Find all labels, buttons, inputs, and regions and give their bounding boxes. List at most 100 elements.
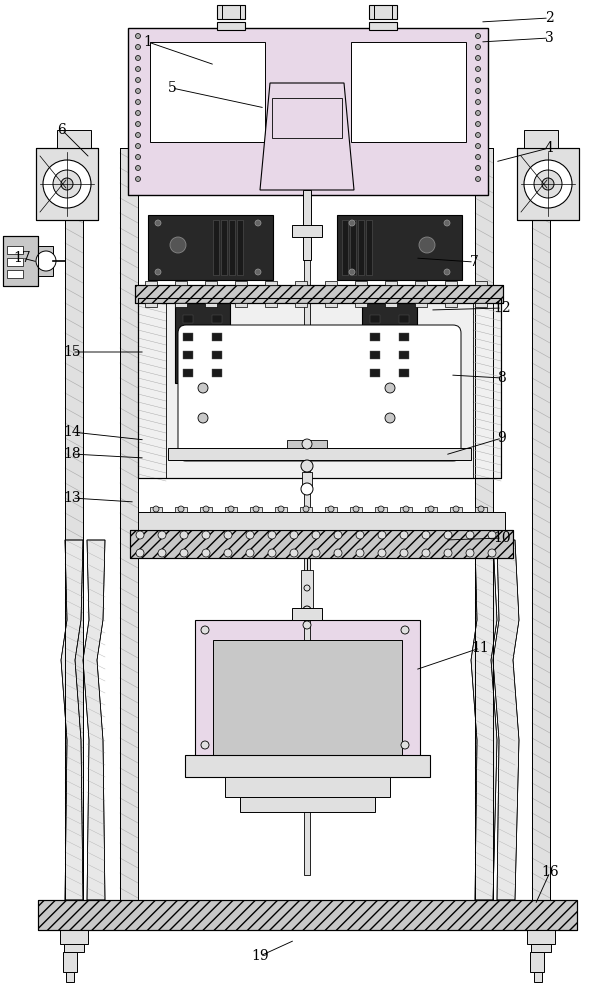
Circle shape	[312, 531, 320, 539]
Bar	[399, 333, 409, 341]
Bar	[385, 281, 397, 285]
Bar	[237, 220, 243, 275]
Bar	[517, 148, 579, 220]
Circle shape	[422, 531, 430, 539]
Circle shape	[198, 383, 208, 393]
Circle shape	[303, 606, 311, 614]
Bar	[3, 236, 38, 286]
Bar	[36, 148, 98, 220]
Polygon shape	[83, 540, 105, 900]
Bar	[150, 42, 265, 142]
Circle shape	[246, 549, 254, 557]
Bar	[475, 281, 487, 285]
Bar	[534, 972, 542, 982]
Circle shape	[401, 741, 409, 749]
Circle shape	[475, 154, 480, 159]
Circle shape	[444, 220, 450, 226]
Bar	[128, 28, 488, 195]
Circle shape	[385, 413, 395, 423]
Circle shape	[378, 506, 384, 512]
Circle shape	[290, 549, 298, 557]
Bar	[64, 944, 84, 952]
Circle shape	[356, 549, 364, 557]
Circle shape	[170, 237, 186, 253]
Circle shape	[153, 506, 159, 512]
Text: 14: 14	[63, 425, 81, 439]
Circle shape	[475, 55, 480, 60]
Circle shape	[224, 549, 232, 557]
Circle shape	[178, 506, 184, 512]
Bar	[212, 333, 222, 341]
Circle shape	[466, 549, 474, 557]
Text: 17: 17	[13, 251, 31, 265]
Circle shape	[135, 55, 140, 60]
Bar	[135, 285, 503, 303]
Bar	[370, 369, 380, 377]
Circle shape	[475, 165, 480, 170]
Bar	[358, 220, 364, 275]
Bar	[265, 281, 277, 285]
Circle shape	[180, 549, 188, 557]
Polygon shape	[61, 540, 83, 900]
Bar	[527, 930, 555, 944]
Circle shape	[334, 531, 342, 539]
Circle shape	[400, 531, 408, 539]
Bar	[301, 570, 313, 620]
Circle shape	[268, 531, 276, 539]
Bar	[183, 315, 193, 323]
Circle shape	[524, 160, 572, 208]
Circle shape	[135, 44, 140, 49]
Circle shape	[255, 269, 261, 275]
Bar	[272, 98, 342, 138]
Bar	[193, 383, 213, 428]
Circle shape	[198, 413, 208, 423]
Bar	[63, 952, 77, 972]
Bar	[350, 220, 356, 275]
Circle shape	[378, 531, 386, 539]
Polygon shape	[471, 540, 497, 900]
Text: 16: 16	[541, 865, 559, 879]
Bar	[120, 148, 138, 900]
Circle shape	[135, 154, 140, 159]
Circle shape	[135, 143, 140, 148]
Bar	[532, 148, 550, 900]
Polygon shape	[302, 472, 312, 486]
Text: 3: 3	[545, 31, 554, 45]
Bar	[325, 303, 337, 307]
Bar	[138, 298, 166, 478]
Text: 11: 11	[471, 641, 489, 655]
Bar	[342, 220, 348, 275]
Text: 13: 13	[63, 491, 81, 505]
Bar	[400, 507, 412, 512]
Bar	[138, 298, 501, 478]
Bar	[292, 608, 322, 620]
Bar	[369, 22, 397, 30]
Bar	[65, 148, 83, 900]
Circle shape	[328, 506, 334, 512]
Text: 15: 15	[63, 345, 81, 359]
Circle shape	[135, 66, 140, 72]
Bar	[415, 281, 427, 285]
Circle shape	[475, 143, 480, 148]
Circle shape	[136, 531, 144, 539]
Text: 10: 10	[493, 531, 511, 545]
Bar	[212, 369, 222, 377]
Bar	[38, 246, 53, 276]
Circle shape	[419, 237, 435, 253]
Text: 2: 2	[545, 11, 554, 25]
Bar	[138, 512, 505, 530]
Bar	[213, 640, 402, 755]
Bar	[473, 298, 501, 478]
Bar	[524, 130, 558, 148]
Bar	[355, 281, 367, 285]
Circle shape	[444, 269, 450, 275]
Bar	[229, 220, 235, 275]
Circle shape	[255, 220, 261, 226]
Circle shape	[475, 44, 480, 49]
Bar	[385, 303, 397, 307]
Bar	[60, 930, 88, 944]
Text: 18: 18	[63, 447, 81, 461]
Circle shape	[353, 506, 359, 512]
Bar	[150, 507, 162, 512]
Bar	[217, 22, 245, 30]
